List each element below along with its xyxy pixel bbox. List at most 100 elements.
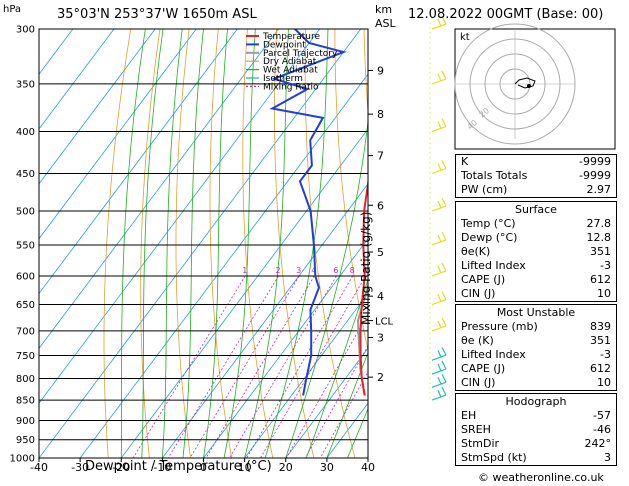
dewpoint-line (269, 29, 347, 396)
km-tick-label: 2 (377, 371, 384, 384)
km-tick-label: 6 (377, 199, 384, 212)
pressure-tick-label: 350 (16, 79, 35, 90)
pressure-tick-label: 400 (16, 127, 35, 138)
isotherm-line (39, 29, 238, 295)
legend-label: Dry Adiabat (263, 57, 317, 67)
surface-panel: Surface Temp (°C) 27.8 Dewp (°C) 12.8 θe(K… (455, 201, 617, 302)
pressure-unit-label: hPa (3, 4, 22, 15)
x-axis-label: Dewpoint / Temperature (°C) (85, 459, 272, 474)
stat-row: CAPE (J) 612 (461, 273, 611, 286)
stat-row: Pressure (mb) 839 (461, 320, 611, 333)
legend-label: Temperature (262, 32, 320, 42)
x-tick-label: 10 (238, 461, 252, 474)
wet-adiabat-line (120, 29, 146, 458)
mixing-ratio-label: 3 (296, 266, 301, 275)
indices-panel: K -9999 Totals Totals -9999 PW (cm) 2.97 (455, 154, 617, 198)
stat-row: Temp (°C) 27.8 (461, 217, 611, 230)
mixing-ratio-line (260, 275, 366, 458)
pressure-tick-label: 900 (16, 416, 35, 427)
stat-row: StmDir 242° (461, 437, 611, 450)
wind-barb-flag (441, 231, 447, 241)
wind-barb-flag (437, 18, 442, 27)
mixing-ratio-line (246, 275, 354, 458)
mixing-ratio-line (167, 275, 279, 458)
wind-barb-flag (441, 374, 447, 383)
isotherm-line (285, 347, 368, 458)
mixing-ratio-label: 2 (276, 266, 281, 275)
wind-barb (431, 381, 447, 388)
stat-row: Totals Totals -9999 (461, 169, 611, 182)
wind-barb-flag (437, 349, 442, 358)
wind-barb (431, 239, 447, 246)
wind-barb (431, 325, 447, 332)
mixing-ratio-line (304, 345, 368, 458)
wind-barb (431, 125, 447, 133)
wind-barb-flag (437, 294, 442, 302)
most-unstable-panel: Most Unstable Pressure (mb) 839 θe (K) 351… (455, 304, 617, 391)
wind-barb-flag (441, 386, 447, 396)
wet-adiabat-line (326, 351, 368, 458)
wet-adiabat-line (162, 29, 183, 458)
y-axis-label: Mixing Ratio (g/kg) (359, 211, 373, 325)
km-tick-label: 8 (377, 108, 384, 121)
surface-title: Surface (515, 203, 557, 216)
wind-barb (431, 23, 447, 30)
pressure-tick-label: 850 (16, 396, 35, 407)
hodograph-unit: kt (460, 32, 470, 43)
isotherm-line (203, 237, 368, 458)
mixing-ratio-label: 6 (333, 266, 338, 275)
stat-row: CIN (J) 10 (461, 376, 611, 389)
hodograph-trace (514, 77, 536, 89)
stat-row: PW (cm) 2.97 (461, 183, 611, 196)
x-tick-label: 0 (200, 461, 207, 474)
wind-barb (431, 205, 447, 212)
wind-barb-flag (441, 160, 447, 169)
wind-barb-flag (437, 363, 442, 372)
wind-barb-flag (441, 291, 447, 300)
copyright-footer: © weatheronline.co.uk (478, 471, 604, 484)
storm-motion-marker (527, 84, 531, 88)
pressure-tick-label: 750 (16, 351, 35, 362)
mixing-ratio-label: 4 (311, 266, 316, 275)
asl-unit-label: ASL (375, 17, 396, 30)
x-tick-label: 20 (279, 461, 293, 474)
stat-row: Dewp (°C) 12.8 (461, 231, 611, 244)
isotherm-line (39, 29, 156, 185)
stat-row: CIN (J) 10 (461, 287, 611, 300)
isotherm-line (39, 29, 279, 349)
dry-adiabat-line (363, 29, 368, 118)
pressure-tick-label: 550 (16, 240, 35, 251)
hodograph-frame (454, 28, 616, 150)
wind-barb-flag (437, 73, 442, 82)
hodograph-panel: Hodograph EH -57 SREH -46 StmDir 242° StmSp… (455, 393, 617, 466)
pressure-tick-label: 600 (16, 271, 35, 282)
wind-barb (431, 298, 447, 306)
x-tick-label: -10 (153, 461, 171, 474)
wind-barb (431, 368, 447, 375)
wind-barb-flag (441, 15, 447, 25)
pressure-tick-label: 500 (16, 207, 35, 218)
wet-adiabat-line (182, 29, 204, 458)
isotherm-line (39, 29, 362, 458)
pressure-tick-label: 700 (16, 326, 35, 337)
km-tick-label: 9 (377, 64, 384, 77)
isotherm-line (39, 29, 74, 75)
mixing-ratio-label: 1 (242, 266, 247, 275)
dry-adiabat-line (140, 29, 161, 458)
location-label: 35°03'N 253°37'W 1650m ASL (57, 7, 257, 22)
stat-row: Lifted Index -3 (461, 259, 611, 272)
legend-label: Wet Adiabat (263, 66, 318, 76)
wind-barb-flag (441, 360, 447, 370)
km-tick-label: 3 (377, 331, 384, 344)
x-tick-label: -30 (71, 461, 89, 474)
wet-adiabat-line (141, 29, 164, 458)
stat-row: Lifted Index -3 (461, 348, 611, 361)
stat-row: K -9999 (461, 155, 611, 168)
pressure-tick-label: 650 (16, 300, 35, 311)
wind-barb-flag (437, 121, 442, 129)
isotherm-line (244, 292, 368, 458)
pressure-tick-label: 300 (16, 25, 35, 36)
stat-row: EH -57 (461, 409, 611, 422)
